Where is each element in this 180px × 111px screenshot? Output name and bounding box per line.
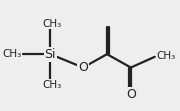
Text: O: O bbox=[126, 88, 136, 101]
Text: O: O bbox=[78, 61, 88, 74]
Text: CH₃: CH₃ bbox=[156, 51, 176, 61]
Text: CH₃: CH₃ bbox=[3, 49, 22, 59]
Text: CH₃: CH₃ bbox=[42, 19, 61, 29]
Text: Si: Si bbox=[45, 48, 56, 61]
Text: CH₃: CH₃ bbox=[42, 80, 61, 90]
